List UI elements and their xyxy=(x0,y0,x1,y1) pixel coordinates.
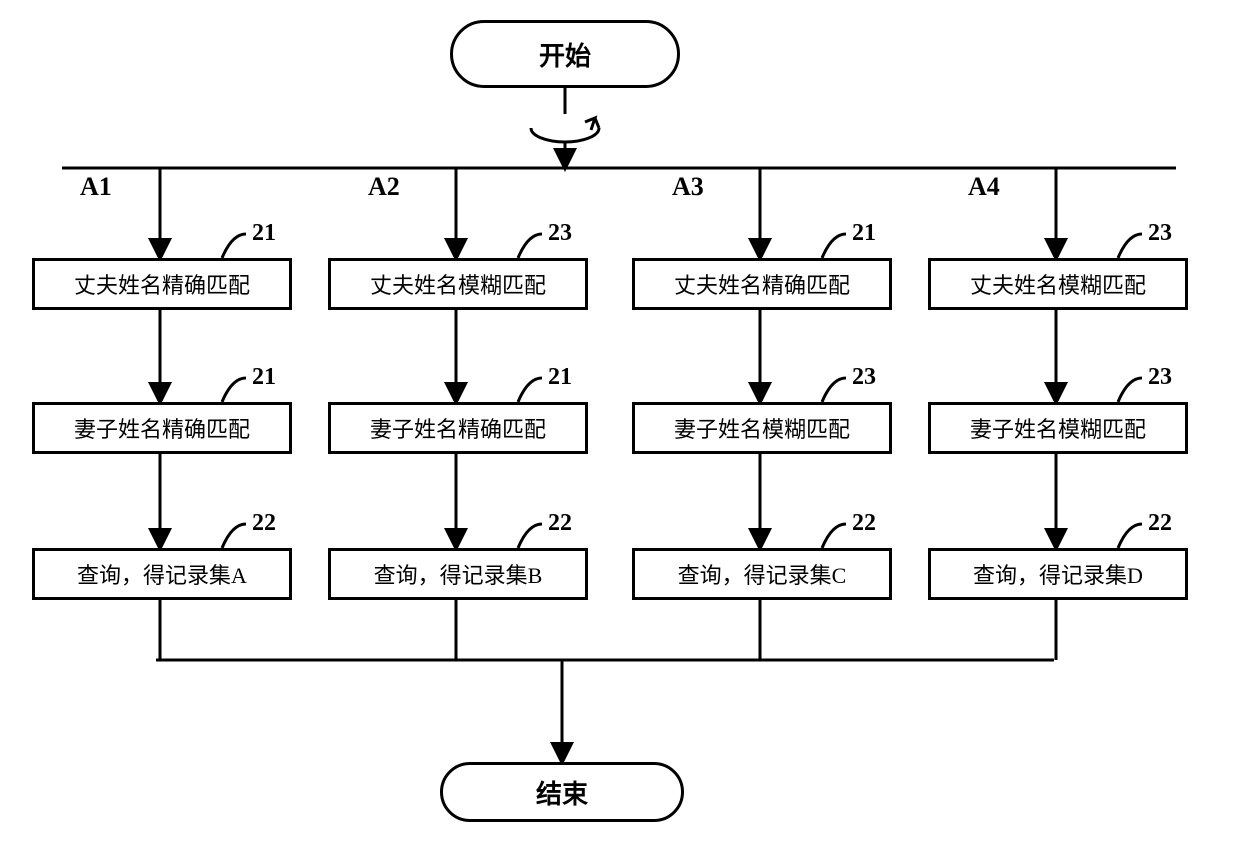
start-label: 开始 xyxy=(539,36,591,73)
step-text: 查询，得记录集C xyxy=(678,558,847,590)
step-text: 丈夫姓名精确匹配 xyxy=(74,268,250,300)
ref-label-r23: 23 xyxy=(852,364,876,391)
step-text: 查询，得记录集B xyxy=(374,558,543,590)
ref-label-r21: 21 xyxy=(852,220,876,247)
column-label-a2: A2 xyxy=(368,172,400,202)
step-text: 丈夫姓名模糊匹配 xyxy=(970,268,1146,300)
ref-label-r21: 21 xyxy=(548,364,572,391)
step-box-a2-1: 妻子姓名精确匹配 xyxy=(328,402,588,454)
step-text: 妻子姓名精确匹配 xyxy=(370,412,546,444)
step-text: 丈夫姓名模糊匹配 xyxy=(370,268,546,300)
step-box-a3-2: 查询，得记录集C xyxy=(632,548,892,600)
step-box-a4-1: 妻子姓名模糊匹配 xyxy=(928,402,1188,454)
end-terminal: 结束 xyxy=(440,762,684,822)
ref-label-r23: 23 xyxy=(548,220,572,247)
step-box-a3-1: 妻子姓名模糊匹配 xyxy=(632,402,892,454)
ref-label-r22: 22 xyxy=(1148,510,1172,537)
step-box-a2-2: 查询，得记录集B xyxy=(328,548,588,600)
step-box-a1-0: 丈夫姓名精确匹配 xyxy=(32,258,292,310)
ref-label-r22: 22 xyxy=(252,510,276,537)
step-box-a2-0: 丈夫姓名模糊匹配 xyxy=(328,258,588,310)
end-label: 结束 xyxy=(536,774,588,811)
step-text: 查询，得记录集A xyxy=(77,558,247,590)
start-terminal: 开始 xyxy=(450,20,680,88)
ref-label-r23: 23 xyxy=(1148,364,1172,391)
step-box-a3-0: 丈夫姓名精确匹配 xyxy=(632,258,892,310)
ref-label-r22: 22 xyxy=(852,510,876,537)
column-label-a1: A1 xyxy=(80,172,112,202)
step-text: 查询，得记录集D xyxy=(973,558,1143,590)
column-label-a4: A4 xyxy=(968,172,1000,202)
step-box-a1-2: 查询，得记录集A xyxy=(32,548,292,600)
step-text: 妻子姓名模糊匹配 xyxy=(674,412,850,444)
flowchart-canvas: 开始 结束 A1丈夫姓名精确匹配21妻子姓名精确匹配21查询，得记录集A22A2… xyxy=(0,0,1240,842)
step-box-a4-0: 丈夫姓名模糊匹配 xyxy=(928,258,1188,310)
step-text: 妻子姓名模糊匹配 xyxy=(970,412,1146,444)
step-text: 妻子姓名精确匹配 xyxy=(74,412,250,444)
ref-label-r21: 21 xyxy=(252,220,276,247)
ref-label-r21: 21 xyxy=(252,364,276,391)
step-box-a1-1: 妻子姓名精确匹配 xyxy=(32,402,292,454)
column-label-a3: A3 xyxy=(672,172,704,202)
step-box-a4-2: 查询，得记录集D xyxy=(928,548,1188,600)
step-text: 丈夫姓名精确匹配 xyxy=(674,268,850,300)
ref-label-r22: 22 xyxy=(548,510,572,537)
ref-label-r23: 23 xyxy=(1148,220,1172,247)
